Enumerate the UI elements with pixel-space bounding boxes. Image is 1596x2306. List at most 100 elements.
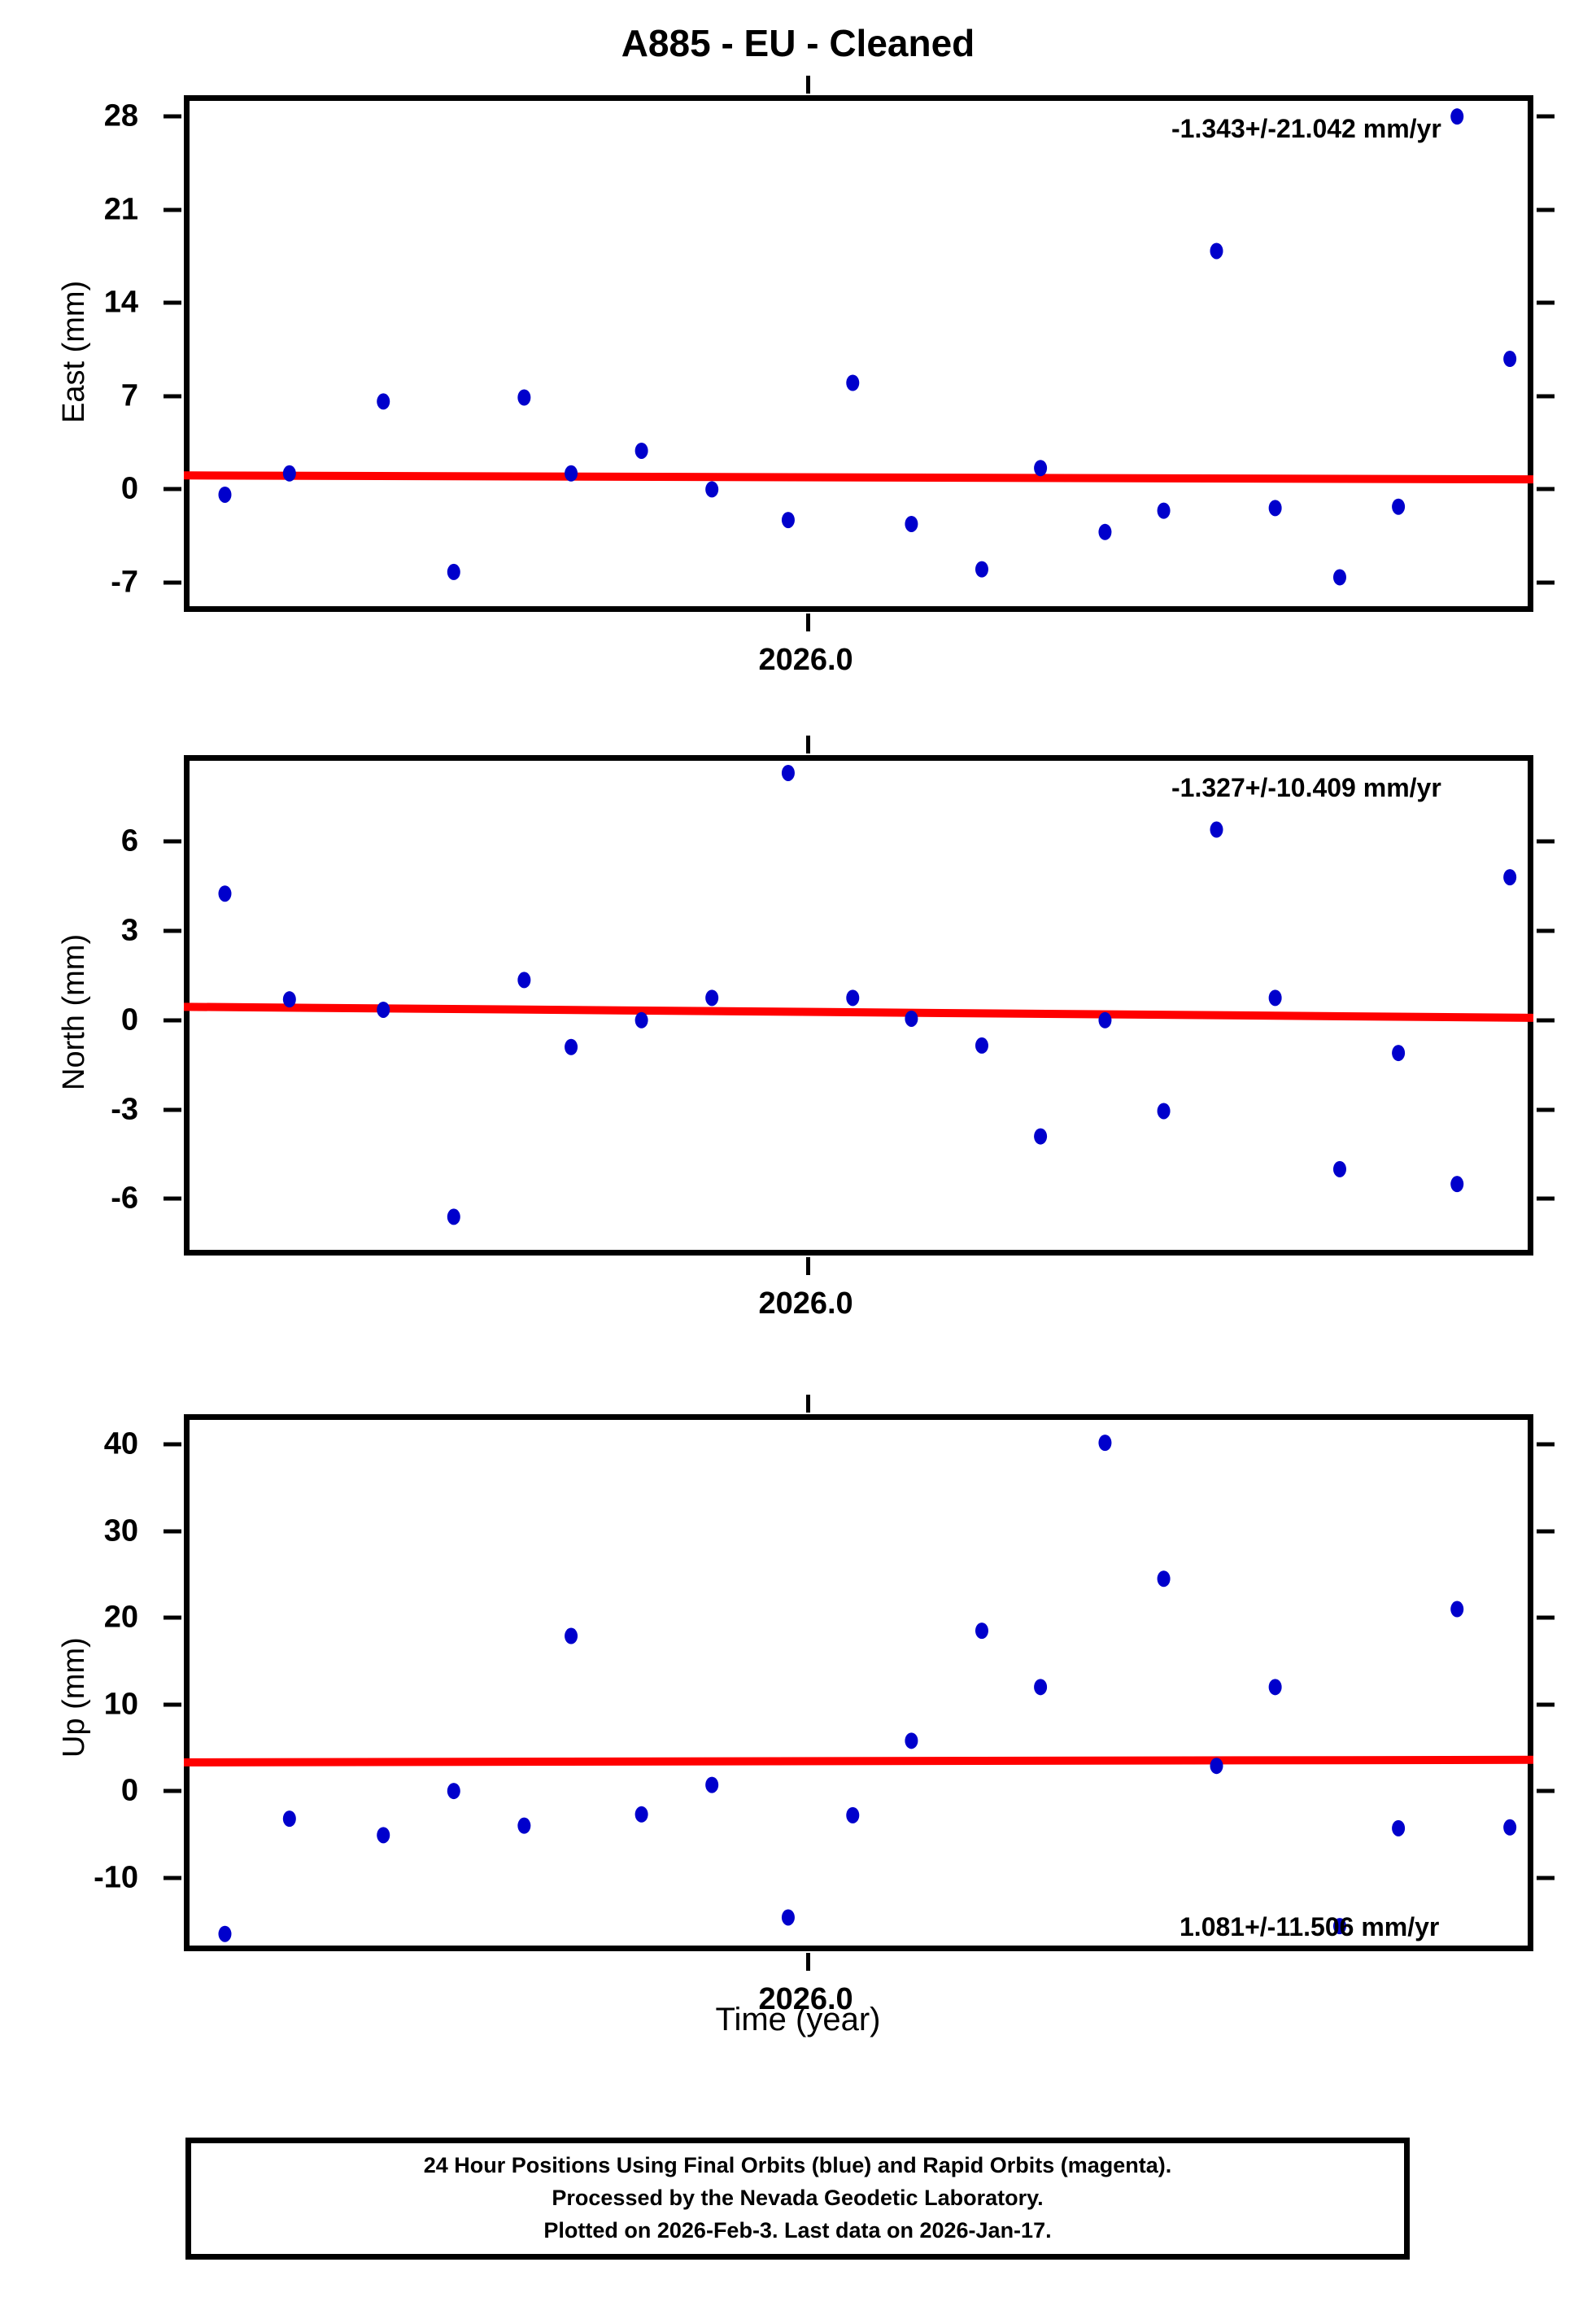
data-point	[218, 486, 232, 503]
data-point	[705, 1776, 719, 1793]
ytick-label: 0	[120, 1002, 138, 1037]
panel-up-ylabel: Up (mm)	[57, 1637, 91, 1758]
data-point	[1098, 1011, 1112, 1029]
ytick-label: 20	[103, 1600, 138, 1635]
data-point	[282, 465, 296, 482]
ytick-mark-right	[1537, 1018, 1555, 1023]
data-point	[781, 512, 795, 529]
data-point	[1450, 108, 1464, 125]
ytick-mark	[164, 839, 181, 844]
page-title: A885 - EU - Cleaned	[621, 22, 975, 64]
ytick-label: 40	[103, 1426, 138, 1461]
ytick-label: 10	[103, 1687, 138, 1722]
data-point	[1268, 500, 1282, 517]
data-point	[905, 1732, 918, 1749]
ytick-mark-right	[1537, 928, 1555, 933]
caption-box: 24 Hour Positions Using Final Orbits (bl…	[185, 2138, 1410, 2260]
data-point	[1268, 1679, 1282, 1696]
xtick-label: 2026.0	[758, 1982, 853, 2016]
xtick-label: 2026.0	[758, 643, 853, 677]
ytick-mark-right	[1537, 114, 1555, 119]
panel-east-frame	[184, 95, 1533, 612]
data-point	[634, 442, 648, 459]
ytick-mark-right	[1537, 394, 1555, 399]
data-point	[377, 1827, 390, 1844]
ytick-mark-right	[1537, 1196, 1555, 1201]
caption-line-1: 24 Hour Positions Using Final Orbits (bl…	[423, 2153, 1172, 2178]
ytick-mark	[164, 1107, 181, 1112]
ytick-mark-right	[1537, 1529, 1555, 1534]
ytick-mark	[164, 1018, 181, 1023]
ytick-label: -10	[94, 1860, 138, 1895]
ytick-label: 30	[103, 1513, 138, 1548]
ytick-label: 14	[103, 285, 138, 320]
xtick-mark-top	[805, 1395, 810, 1413]
ytick-mark	[164, 300, 181, 305]
data-point	[1392, 498, 1406, 515]
data-point	[1098, 523, 1112, 540]
ytick-mark-right	[1537, 1442, 1555, 1447]
ytick-mark	[164, 1442, 181, 1447]
data-point	[1332, 569, 1346, 586]
data-point	[517, 389, 531, 406]
ytick-mark-right	[1537, 207, 1555, 212]
data-point	[1392, 1045, 1406, 1062]
ytick-mark	[164, 114, 181, 119]
ytick-mark-right	[1537, 1876, 1555, 1880]
data-point	[1503, 351, 1517, 368]
ytick-label: 0	[120, 471, 138, 506]
xaxis-title: Time (year)	[715, 2002, 881, 2037]
data-point	[705, 989, 719, 1007]
data-point	[1034, 1679, 1048, 1696]
ytick-mark	[164, 1876, 181, 1880]
data-point	[1210, 821, 1223, 838]
data-point	[447, 1783, 460, 1800]
ytick-label: 0	[120, 1773, 138, 1808]
data-point	[1332, 1918, 1346, 1935]
data-point	[1268, 989, 1282, 1007]
data-point	[975, 561, 988, 578]
data-point	[905, 515, 918, 532]
data-point	[1392, 1819, 1406, 1837]
caption-line-2: Processed by the Nevada Geodetic Laborat…	[552, 2186, 1044, 2211]
ytick-mark	[164, 1702, 181, 1707]
data-point	[1210, 1758, 1223, 1775]
panel-north	[183, 755, 1534, 1256]
panel-up-rate-annotation: 1.081+/-11.506 mm/yr	[1180, 1912, 1440, 1941]
ytick-mark	[164, 1529, 181, 1534]
ytick-label: 3	[120, 913, 138, 948]
ytick-mark	[164, 487, 181, 491]
data-point	[705, 481, 719, 498]
trend-line	[183, 1002, 1534, 1022]
data-point	[846, 374, 860, 391]
xtick-mark	[805, 1953, 810, 1971]
data-point	[846, 989, 860, 1007]
data-point	[1503, 1819, 1517, 1836]
ytick-mark-right	[1537, 487, 1555, 491]
panel-up-plot-area	[183, 1435, 1534, 1942]
ytick-mark	[164, 1615, 181, 1620]
data-point	[565, 1627, 578, 1644]
xtick-mark	[805, 614, 810, 631]
xtick-label: 2026.0	[758, 1286, 853, 1321]
data-point	[1157, 1570, 1171, 1588]
data-point	[447, 563, 460, 580]
xtick-mark-top	[805, 76, 810, 94]
data-point	[634, 1011, 648, 1029]
data-point	[781, 764, 795, 781]
ytick-label: 7	[120, 378, 138, 413]
panel-north-frame	[184, 755, 1533, 1256]
data-point	[1503, 869, 1517, 886]
data-point	[975, 1037, 988, 1054]
ytick-mark	[164, 1196, 181, 1201]
data-point	[377, 393, 390, 410]
panel-east-plot-area	[183, 108, 1534, 586]
data-point	[1034, 460, 1048, 477]
data-point	[517, 1817, 531, 1834]
panel-east-rate-annotation: -1.343+/-21.042 mm/yr	[1171, 114, 1441, 143]
ytick-mark	[164, 580, 181, 585]
ytick-label: -3	[111, 1092, 138, 1127]
data-point	[377, 1001, 390, 1018]
ytick-mark-right	[1537, 300, 1555, 305]
ytick-label: -7	[111, 565, 138, 600]
